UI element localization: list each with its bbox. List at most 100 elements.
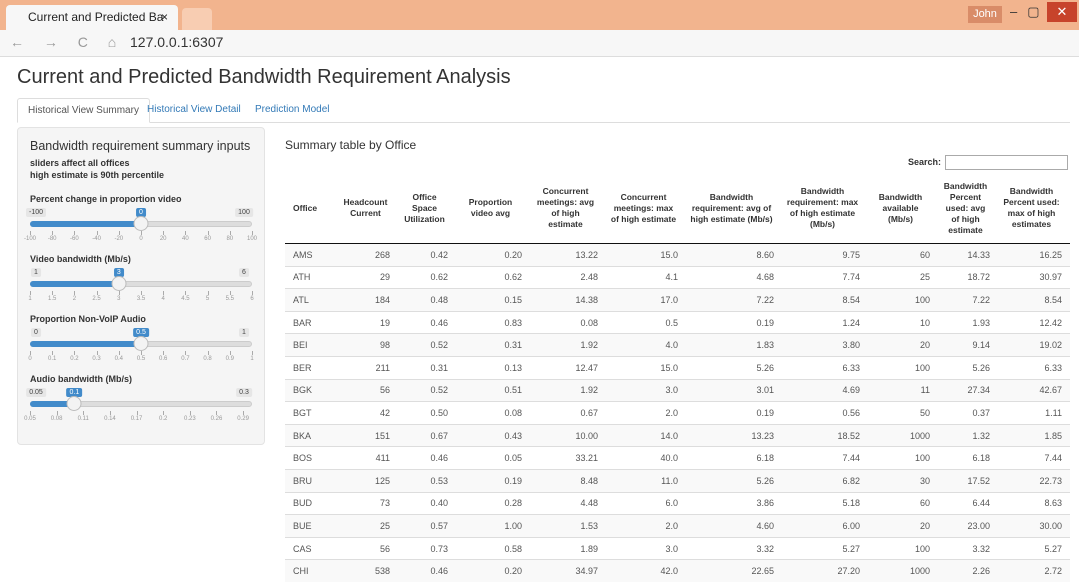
table-cell: 4.69	[782, 379, 868, 402]
table-cell: 11	[868, 379, 938, 402]
table-cell: 60	[868, 244, 938, 267]
slider-tick	[163, 411, 164, 415]
slider-min: -100	[26, 208, 46, 217]
slider-handle[interactable]	[111, 276, 126, 291]
table-cell: 0.46	[398, 447, 456, 470]
table-cell: 538	[338, 560, 398, 582]
tab[interactable]: Historical View Detail	[137, 98, 251, 122]
table-cell: 3.0	[606, 379, 686, 402]
nav-buttons[interactable]: ← → C ⌂	[10, 34, 124, 50]
column-header[interactable]: Office	[285, 173, 338, 244]
slider-tick	[185, 231, 186, 235]
table-cell: BUE	[285, 515, 338, 538]
table-cell: 0.20	[456, 244, 530, 267]
column-header[interactable]: Proportion video avg	[456, 173, 530, 244]
slider-tick-label: 0.9	[226, 356, 234, 362]
table-cell: 30	[868, 469, 938, 492]
tab[interactable]: Prediction Model	[245, 98, 339, 122]
sidebar-note: sliders affect all offices	[30, 158, 130, 168]
slider-tick	[119, 351, 120, 355]
table-cell: 6.33	[782, 356, 868, 379]
table-cell: 0.08	[456, 402, 530, 425]
slider-tick	[141, 231, 142, 235]
slider-tick-label: 0.23	[184, 416, 196, 422]
window-controls[interactable]: –▢	[1010, 4, 1050, 20]
slider-tick	[97, 351, 98, 355]
table-cell: 4.68	[686, 266, 782, 289]
slider-tick-label: 0.6	[159, 356, 167, 362]
table-cell: 13.22	[530, 244, 606, 267]
slider-tick	[74, 291, 75, 295]
table-cell: 7.22	[938, 289, 998, 312]
sidebar-title: Bandwidth requirement summary inputs	[30, 139, 250, 153]
slider-tick-label: 0	[139, 236, 142, 242]
table-cell: 7.44	[998, 447, 1070, 470]
search-input[interactable]	[945, 155, 1068, 170]
slider-tick	[243, 411, 244, 415]
tab[interactable]: Historical View Summary	[17, 98, 150, 123]
column-header[interactable]: Bandwidth requirement: avg of high estim…	[686, 173, 782, 244]
table-cell: 0.08	[530, 311, 606, 334]
table-cell: BOS	[285, 447, 338, 470]
user-badge[interactable]: John	[968, 6, 1002, 23]
table-cell: 0.73	[398, 537, 456, 560]
table-cell: 5.27	[782, 537, 868, 560]
table-cell: 13.23	[686, 424, 782, 447]
table-cell: 56	[338, 537, 398, 560]
slider-max: 0.3	[236, 388, 252, 397]
table-cell: 411	[338, 447, 398, 470]
slider-handle[interactable]	[67, 396, 82, 411]
table-cell: 184	[338, 289, 398, 312]
table-cell: 268	[338, 244, 398, 267]
slider-tick	[185, 351, 186, 355]
table-cell: 9.75	[782, 244, 868, 267]
column-header[interactable]: Bandwidth requirement: max of high estim…	[782, 173, 868, 244]
table-cell: 0.19	[456, 469, 530, 492]
slider-handle[interactable]	[134, 336, 149, 351]
column-header[interactable]: Concurrent meetings: avg of high estimat…	[530, 173, 606, 244]
table-cell: 0.58	[456, 537, 530, 560]
slider-tick	[216, 411, 217, 415]
slider-label: Video bandwidth (Mb/s)	[30, 254, 131, 264]
table-cell: 0.62	[398, 266, 456, 289]
table-cell: 30.00	[998, 515, 1070, 538]
new-tab[interactable]	[182, 8, 212, 30]
table-cell: 17.0	[606, 289, 686, 312]
column-header[interactable]: Office Space Utilization	[398, 173, 456, 244]
slider-tick-label: 0.4	[115, 356, 123, 362]
table-cell: 0.52	[398, 334, 456, 357]
browser-tab[interactable]: Current and Predicted Ba×	[6, 5, 178, 30]
table-caption: Summary table by Office	[285, 138, 416, 152]
table-cell: BUD	[285, 492, 338, 515]
table-cell: 73	[338, 492, 398, 515]
column-header[interactable]: Headcount Current	[338, 173, 398, 244]
column-header[interactable]: Bandwidth available (Mb/s)	[868, 173, 938, 244]
slider-tick	[208, 291, 209, 295]
table-cell: 0.05	[456, 447, 530, 470]
tab-close[interactable]: ×	[161, 5, 168, 29]
slider-tick-label: 60	[204, 236, 211, 242]
column-header[interactable]: Bandwidth Percent used: avg of high esti…	[938, 173, 998, 244]
slider-tick	[30, 411, 31, 415]
column-header[interactable]: Bandwidth Percent used: max of high esti…	[998, 173, 1070, 244]
slider-tick-label: 5.5	[226, 296, 234, 302]
slider-min: 0.05	[26, 388, 46, 397]
column-header[interactable]: Concurrent meetings: max of high estimat…	[606, 173, 686, 244]
table-cell: 14.33	[938, 244, 998, 267]
table-cell: 0.42	[398, 244, 456, 267]
table-cell: 7.22	[686, 289, 782, 312]
table-cell: 60	[868, 492, 938, 515]
table-cell: 0.20	[456, 560, 530, 582]
slider-tick-label: -100	[24, 236, 36, 242]
slider-handle[interactable]	[134, 216, 149, 231]
window-close[interactable]: ✕	[1047, 2, 1077, 22]
url[interactable]: 127.0.0.1:6307	[110, 33, 990, 52]
